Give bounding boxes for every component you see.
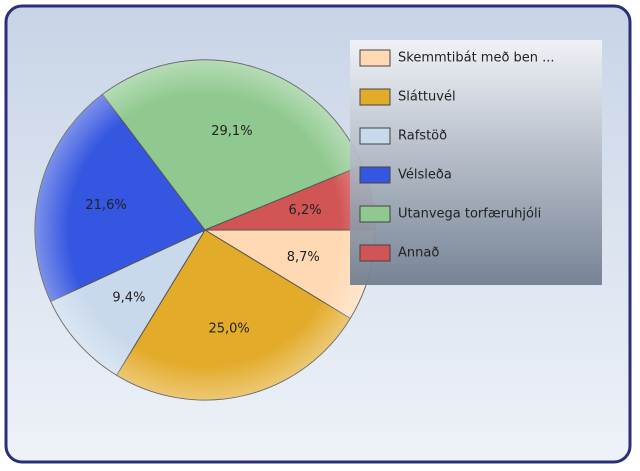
value-label: 9,4% [112, 290, 145, 305]
value-label: 8,7% [287, 250, 320, 265]
legend-label: Sláttuvél [398, 90, 456, 105]
value-label: 29,1% [211, 124, 252, 139]
legend-swatch [359, 49, 391, 67]
value-label: 6,2% [289, 203, 322, 218]
legend-label: Annað [398, 246, 439, 261]
legend-swatch [359, 88, 391, 106]
legend-label: Vélsleða [398, 168, 452, 183]
value-label: 25,0% [208, 322, 249, 337]
legend-swatch [359, 205, 391, 223]
legend-label: Rafstöð [398, 129, 447, 144]
legend-box [350, 40, 602, 285]
legend-swatch [359, 166, 391, 184]
legend: Skemmtibát með ben ... Sláttuvél Rafstöð Vé… [359, 49, 555, 262]
legend-swatch [359, 244, 391, 262]
legend-swatch [359, 127, 391, 145]
value-labels: 8,7% 25,0% 9,4% 21,6% 29,1% 6,2% [85, 124, 321, 336]
legend-label: Utanvega torfæruhjóli [398, 207, 541, 222]
pie [34, 59, 376, 401]
legend-label: Skemmtibát með ben ... [398, 51, 555, 66]
value-label: 21,6% [85, 198, 126, 213]
